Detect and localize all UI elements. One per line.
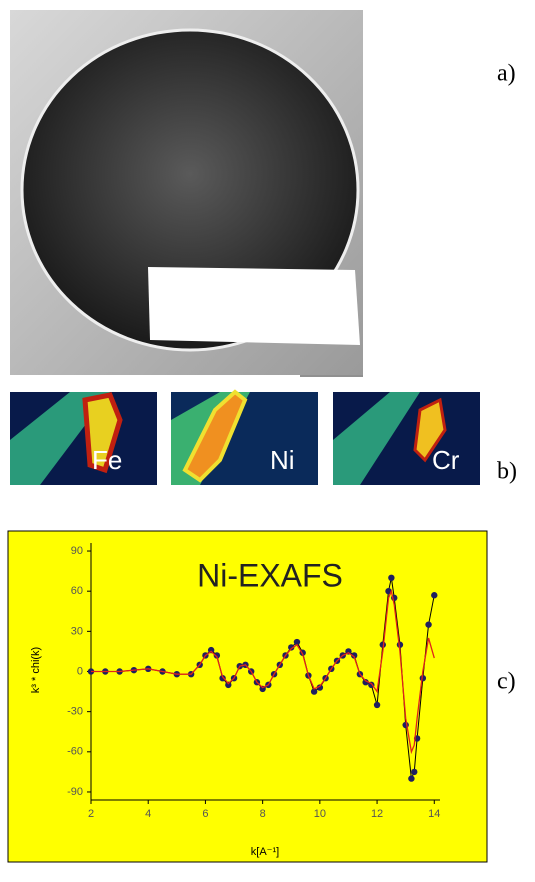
data-point xyxy=(373,701,381,709)
data-point xyxy=(425,621,432,628)
data-point xyxy=(288,644,295,651)
y-tick-label: -60 xyxy=(67,746,83,758)
data-point xyxy=(362,679,369,686)
element-maps: Fe Ni Cr xyxy=(10,389,480,485)
panel-label: a) xyxy=(497,61,516,87)
y-axis-label: k³ * chi(k) xyxy=(30,647,42,693)
chart-title: Ni-EXAFS xyxy=(197,557,343,593)
chart: Ni-EXAFS k³ * chi(k) k[A⁻¹] -90 -60 -30 0 30… xyxy=(7,530,488,863)
photo xyxy=(10,10,363,377)
x-tick-label: 2 xyxy=(88,808,94,820)
x-axis-label: k[A⁻¹] xyxy=(251,846,279,858)
map-label: Cr xyxy=(432,445,460,475)
map-label: Fe xyxy=(92,445,122,475)
data-point xyxy=(213,652,221,659)
fit-line xyxy=(91,589,435,755)
data-point xyxy=(310,688,318,695)
y-tick-label: -30 xyxy=(67,706,83,718)
map-label: Ni xyxy=(270,445,295,475)
y-tick-label: 30 xyxy=(71,625,83,637)
x-tick-label: 14 xyxy=(428,808,440,820)
panel-label: b) xyxy=(497,459,517,485)
data-point xyxy=(350,652,358,659)
x-tick-label: 8 xyxy=(260,808,266,820)
data-point xyxy=(207,646,215,654)
data-point xyxy=(411,768,418,776)
panel-label: c) xyxy=(497,669,516,695)
y-tick-label: 0 xyxy=(77,665,83,677)
data-point xyxy=(408,775,415,782)
data-point xyxy=(402,721,409,729)
x-tick-label: 6 xyxy=(202,808,208,820)
y-tick-label: 90 xyxy=(71,545,83,557)
y-tick-label: 60 xyxy=(71,585,83,597)
x-tick-label: 10 xyxy=(314,808,326,820)
x-tick-label: 4 xyxy=(145,808,151,820)
data-point xyxy=(431,592,438,599)
y-tick-label: -90 xyxy=(67,786,83,798)
data-point xyxy=(293,638,301,646)
x-tick-label: 12 xyxy=(371,808,383,820)
data-point xyxy=(388,574,395,582)
data-point xyxy=(225,681,232,689)
data-point xyxy=(316,684,324,691)
data-point xyxy=(379,641,386,648)
data-point xyxy=(219,674,226,682)
